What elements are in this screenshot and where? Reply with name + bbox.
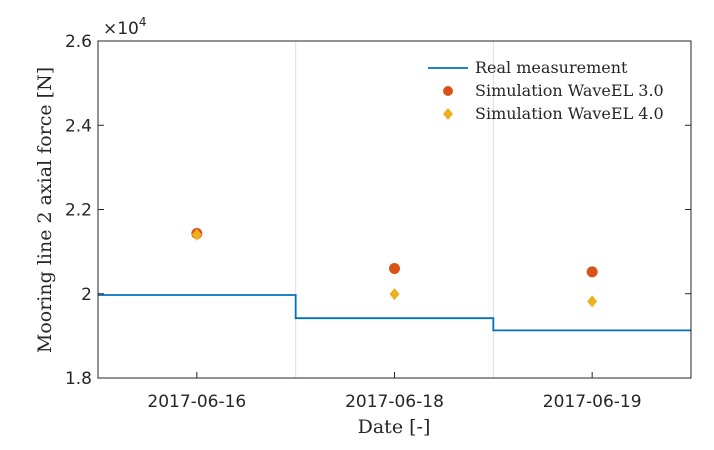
legend-diamond-swatch <box>443 108 453 120</box>
simulation-4-marker <box>389 288 400 301</box>
simulation-3-marker <box>389 262 400 274</box>
x-tick-labels: 2017-06-16 2017-06-18 2017-06-19 <box>147 392 641 412</box>
legend-label: Simulation WaveEL 3.0 <box>475 81 664 100</box>
x-tick-label: 2017-06-16 <box>147 392 246 412</box>
x-axis-label: Date [-] <box>358 416 431 438</box>
y-tick-labels: 1.8 2 2.2 2.4 2.6 <box>65 32 92 389</box>
simulation-3-marker <box>586 266 598 278</box>
x-tick-label: 2017-06-18 <box>345 392 444 412</box>
y-tick-label: 1.8 <box>65 369 92 389</box>
legend-item: Real measurement <box>428 58 628 77</box>
legend-label: Simulation WaveEL 4.0 <box>475 104 664 123</box>
grid-layer <box>295 41 494 378</box>
simulation-4-marker <box>587 295 598 308</box>
y-axis-multiplier: ×104 <box>103 15 147 39</box>
y-tick-label: 2 <box>81 285 92 305</box>
legend-item: Simulation WaveEL 4.0 <box>443 104 664 123</box>
y-axis-label: Mooring line 2 axial force [N] <box>34 67 56 353</box>
tick-layer <box>98 40 691 379</box>
legend-circle-swatch <box>443 86 453 96</box>
x-tick-label: 2017-06-19 <box>543 392 642 412</box>
legend-item: Simulation WaveEL 3.0 <box>443 81 664 100</box>
legend-label: Real measurement <box>475 58 628 77</box>
simulation-4-marker <box>191 228 202 241</box>
y-tick-label: 2.2 <box>65 201 92 221</box>
real-measurement-line <box>98 294 691 332</box>
legend: Real measurement Simulation WaveEL 3.0 Sim… <box>428 58 664 123</box>
y-tick-label: 2.4 <box>65 116 92 136</box>
series-layer <box>98 228 691 332</box>
y-tick-label: 2.6 <box>65 32 92 52</box>
